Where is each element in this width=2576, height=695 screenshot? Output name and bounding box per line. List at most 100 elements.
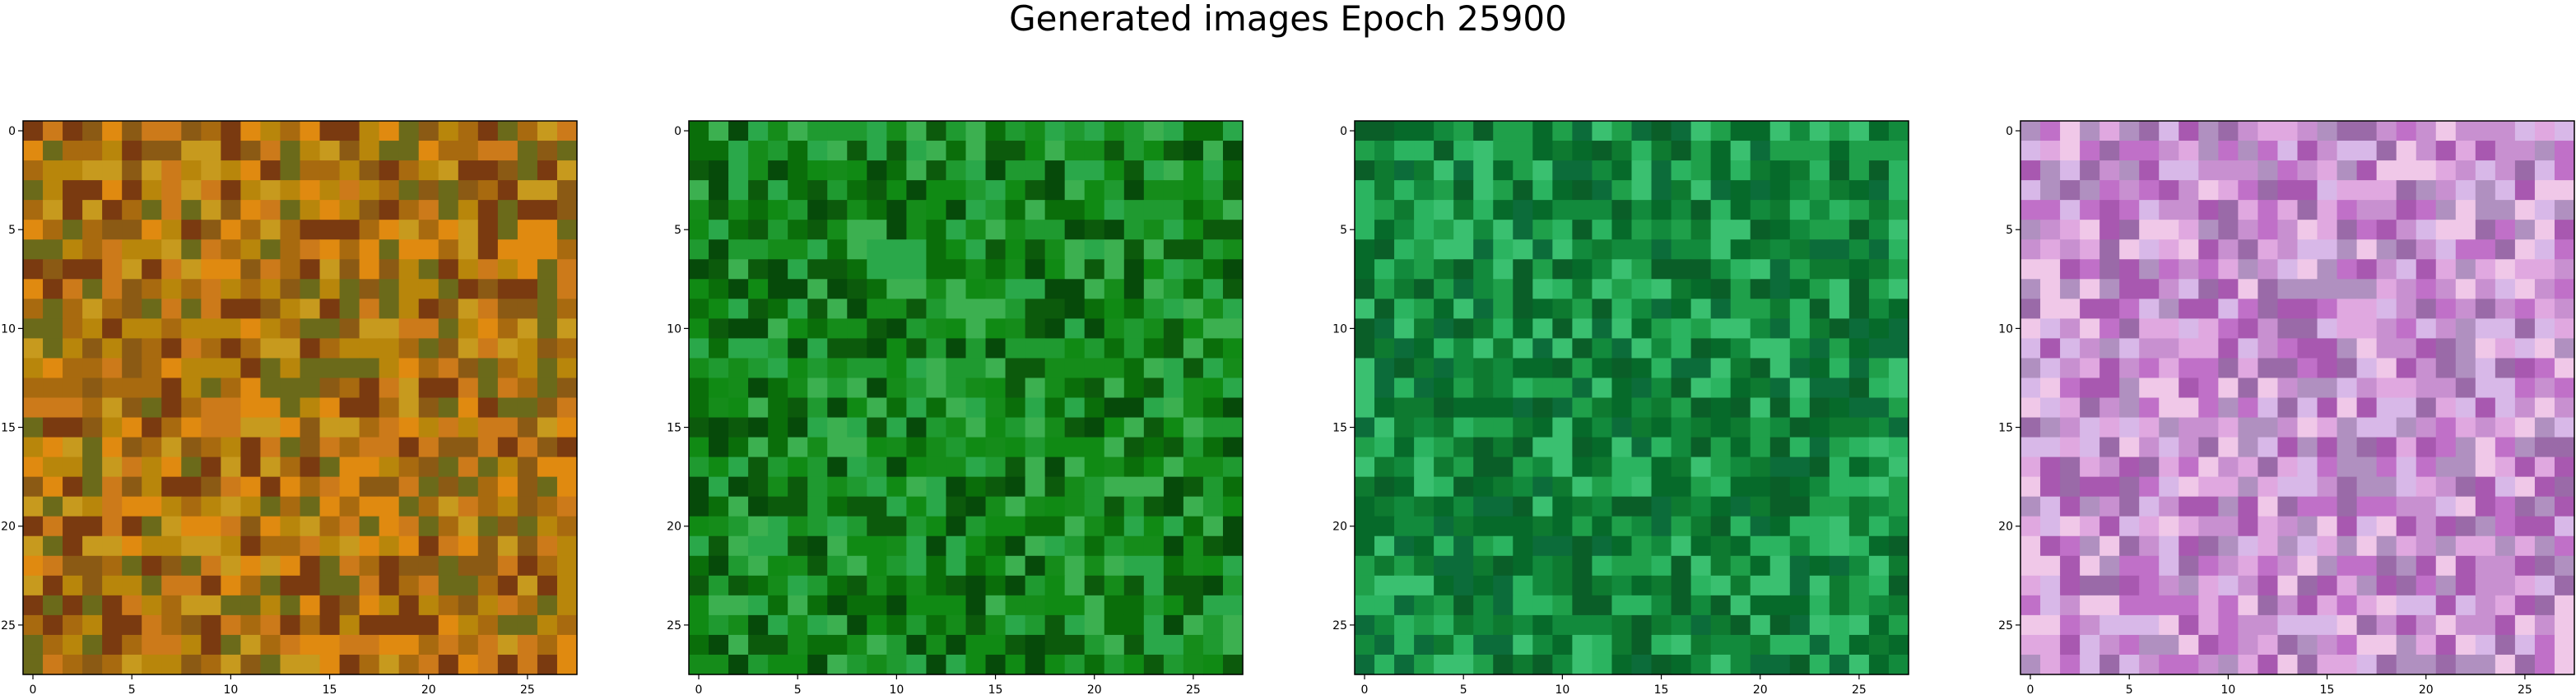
- image-cell: [1631, 456, 1653, 478]
- image-cell: [827, 634, 848, 656]
- image-cell: [827, 180, 848, 201]
- image-cell: [2198, 160, 2219, 181]
- image-cell: [280, 555, 301, 577]
- image-cell: [438, 239, 459, 260]
- y-tick-label: 0: [1340, 125, 1347, 138]
- image-cell: [2119, 575, 2140, 596]
- image-cell: [1434, 259, 1454, 280]
- image-cell: [807, 200, 828, 220]
- image-cell: [82, 417, 103, 438]
- image-cell: [1355, 456, 1375, 478]
- image-cell: [1202, 516, 1224, 537]
- image-cell: [1651, 575, 1672, 596]
- image-cell: [946, 634, 967, 656]
- image-cell: [181, 595, 202, 616]
- image-cell: [1025, 220, 1046, 240]
- image-cell: [556, 200, 578, 220]
- image-cell: [1552, 654, 1573, 675]
- image-cell: [438, 338, 459, 359]
- image-cell: [689, 417, 709, 438]
- image-cell: [300, 654, 321, 675]
- image-cell: [280, 180, 301, 201]
- image-cell: [827, 259, 848, 280]
- image-cell: [1355, 239, 1375, 260]
- image-cell: [906, 456, 928, 478]
- image-cell: [23, 555, 44, 577]
- image-cell: [768, 456, 788, 478]
- image-cell: [260, 180, 281, 201]
- image-cell: [2317, 358, 2338, 379]
- image-cell: [1453, 456, 1474, 478]
- image-cell: [2297, 456, 2318, 478]
- image-cell: [926, 220, 947, 240]
- image-cell: [1104, 160, 1125, 181]
- image-cell: [926, 141, 947, 161]
- image-cell: [1123, 614, 1145, 636]
- image-cell: [319, 456, 341, 478]
- image-cell: [280, 299, 301, 319]
- image-cell: [260, 200, 281, 220]
- image-cell: [1809, 575, 1830, 596]
- image-cell: [1104, 654, 1125, 675]
- image-cell: [556, 239, 578, 260]
- image-cell: [1631, 575, 1653, 596]
- image-cell: [1631, 535, 1653, 557]
- image-cell: [1104, 279, 1125, 299]
- image-cell: [1671, 417, 1692, 438]
- image-cell: [1005, 318, 1026, 339]
- image-cell: [1829, 299, 1850, 319]
- image-cell: [1769, 378, 1791, 399]
- image-cell: [1202, 614, 1224, 636]
- image-cell: [867, 358, 887, 379]
- image-cell: [2178, 358, 2199, 379]
- image-cell: [418, 318, 439, 339]
- image-cell: [2416, 634, 2437, 656]
- image-cell: [906, 496, 928, 517]
- image-cell: [2020, 397, 2041, 419]
- image-cell: [2455, 358, 2476, 379]
- image-cell: [2020, 575, 2041, 596]
- image-cell: [1453, 654, 1474, 675]
- image-cell: [886, 200, 907, 220]
- image-cell: [280, 535, 301, 557]
- image-cell: [768, 496, 788, 517]
- image-cell: [1123, 299, 1145, 319]
- image-cell: [537, 476, 558, 498]
- image-cell: [477, 180, 499, 201]
- image-cell: [379, 200, 400, 220]
- image-cell: [1809, 180, 1830, 201]
- image-cell: [398, 575, 420, 596]
- image-cell: [1473, 318, 1494, 339]
- image-cell: [788, 516, 808, 537]
- image-cell: [1848, 456, 1870, 478]
- image-cell: [2435, 141, 2457, 161]
- image-cell: [1611, 614, 1633, 636]
- image-cell: [2198, 595, 2219, 616]
- image-cell: [161, 358, 182, 379]
- image-cell: [965, 378, 987, 399]
- image-cell: [43, 437, 63, 458]
- image-cell: [1414, 476, 1434, 498]
- image-cell: [1789, 595, 1811, 616]
- image-cell: [2099, 595, 2120, 616]
- image-cell: [906, 299, 928, 319]
- image-cell: [2455, 437, 2476, 458]
- y-tick-label: 10: [667, 322, 681, 336]
- image-cell: [2534, 456, 2555, 478]
- image-cell: [339, 575, 360, 596]
- image-cell: [537, 575, 558, 596]
- image-cell: [300, 338, 321, 359]
- image-cell: [2356, 496, 2378, 517]
- image-cell: [709, 555, 729, 577]
- image-cell: [2337, 417, 2358, 438]
- image-cell: [63, 417, 83, 438]
- image-cell: [1123, 279, 1145, 299]
- image-cell: [398, 535, 420, 557]
- image-cell: [2416, 555, 2437, 577]
- image-cell: [1104, 496, 1125, 517]
- image-cell: [2218, 634, 2239, 656]
- image-cell: [2020, 614, 2041, 636]
- image-cell: [300, 417, 321, 438]
- image-cell: [2257, 180, 2279, 201]
- image-cell: [1222, 456, 1244, 478]
